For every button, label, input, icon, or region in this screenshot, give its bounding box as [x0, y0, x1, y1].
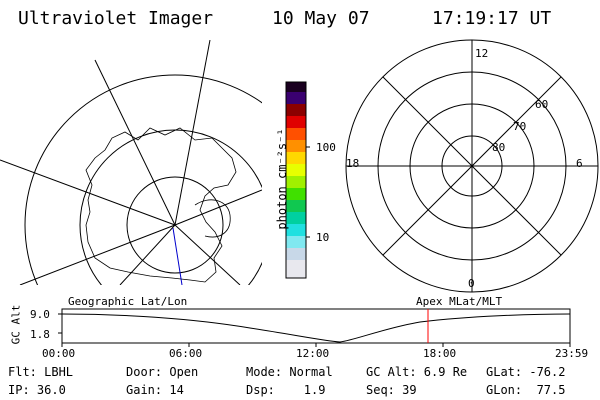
timeline-frame	[61, 308, 571, 344]
timeline-xtick-label: 18:00	[423, 347, 457, 360]
info-door: Door: Open	[126, 365, 199, 379]
map-lat-circle-outer	[24, 74, 262, 285]
timeline-axis-label: GC Alt	[9, 304, 23, 345]
date-label: 10 May 07	[272, 8, 370, 29]
color-bar-segment	[286, 188, 306, 200]
info-ip: IP: 36.0	[8, 383, 66, 397]
mlt-label-12: 12	[475, 47, 489, 60]
mlt-label-6: 6	[576, 157, 583, 170]
geographic-map	[0, 40, 262, 285]
info-glon: GLon: 77.5	[486, 383, 566, 397]
color-bar-segment	[286, 140, 306, 152]
spacecraft-track-line	[172, 227, 183, 285]
mlt-label-18: 18	[346, 157, 360, 170]
color-bar-segment	[286, 224, 306, 236]
map-meridian	[0, 159, 176, 226]
color-bar-segment	[286, 152, 306, 164]
timeline-xtick-label: 06:00	[169, 347, 203, 360]
map-meridian	[119, 224, 176, 285]
info-seq: Seq: 39	[366, 383, 417, 397]
timeline-right-title: Apex MLat/MLT	[416, 295, 503, 308]
color-bar-segment	[286, 164, 306, 176]
info-gain: Gain: 14	[126, 383, 184, 397]
color-bar-segment	[286, 104, 306, 116]
instrument-title: Ultraviolet Imager	[18, 8, 214, 29]
timeline-ytick-label: 9.0	[30, 308, 50, 321]
map-meridian	[94, 59, 176, 226]
color-bar-segment	[286, 128, 306, 140]
color-bar-tick-label-100: 100	[316, 141, 336, 154]
timeline-panel	[58, 308, 571, 347]
info-glat: GLat: -76.2	[486, 365, 566, 379]
color-bar-frame	[285, 81, 307, 279]
info-mode: Mode: Normal	[246, 365, 333, 379]
antarctica-coastline	[85, 127, 237, 283]
timeline-xtick-label: 00:00	[42, 347, 76, 360]
timeline-ytick-label: 1.8	[30, 328, 50, 341]
color-bar-segment	[286, 82, 306, 92]
info-dsp: Dsp: 1.9	[246, 383, 326, 397]
color-bar-segment	[286, 200, 306, 212]
color-bar	[285, 81, 310, 279]
info-filter: Flt: LBHL	[8, 365, 74, 379]
polar-mlt-plot	[345, 39, 599, 293]
mlt-label-0: 0	[468, 277, 475, 290]
lat-label-80: 80	[492, 141, 506, 154]
color-bar-unit-label: photon cm⁻²s⁻¹	[275, 128, 289, 230]
polar-diagonal	[382, 76, 562, 256]
lat-label-60: 60	[535, 98, 549, 111]
map-meridian	[19, 224, 176, 285]
timeline-xtick-label: 12:00	[296, 347, 330, 360]
color-bar-segment	[286, 236, 306, 248]
time-label: 17:19:17 UT	[432, 8, 552, 29]
map-meridian	[174, 40, 211, 226]
color-bar-segment	[286, 92, 306, 104]
altitude-curve	[61, 313, 571, 343]
info-gc-alt: GC Alt: 6.9 Re	[366, 365, 468, 379]
color-bar-tick-label-10: 10	[316, 231, 330, 244]
color-bar-segment	[286, 116, 306, 128]
color-bar-segment	[286, 260, 306, 278]
map-lat-circle-inner	[126, 176, 224, 274]
map-meridian	[174, 189, 262, 226]
color-bar-segment	[286, 248, 306, 260]
color-bar-segment	[286, 212, 306, 224]
color-bar-segment	[286, 176, 306, 188]
timeline-left-title: Geographic Lat/Lon	[68, 295, 188, 308]
map-meridian	[174, 224, 241, 285]
timeline-xtick-label: 23:59	[555, 347, 589, 360]
lat-label-70: 70	[513, 120, 527, 133]
ice-shelf-outline	[194, 199, 231, 238]
